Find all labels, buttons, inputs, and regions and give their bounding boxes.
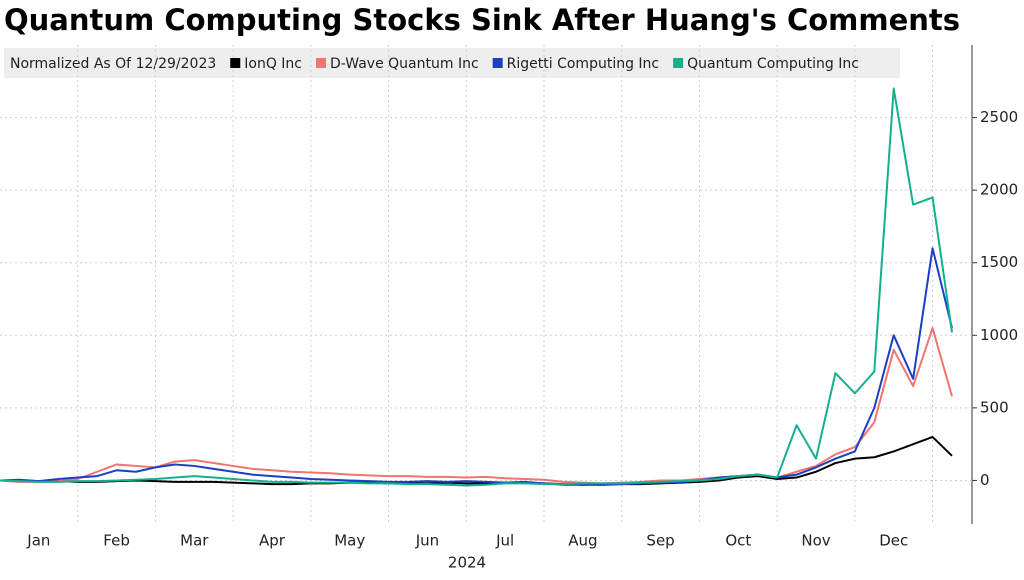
y-tick-label: 2500 bbox=[980, 108, 1018, 126]
chart-title: Quantum Computing Stocks Sink After Huan… bbox=[4, 3, 960, 37]
x-tick-label: Oct bbox=[725, 532, 751, 550]
x-axis-label: 2024 bbox=[448, 554, 486, 572]
x-tick-label: Sep bbox=[646, 532, 674, 550]
legend-label: Rigetti Computing Inc bbox=[507, 56, 659, 72]
series-line bbox=[0, 247, 953, 486]
x-tick-label: Jan bbox=[26, 532, 50, 550]
legend-swatch bbox=[673, 58, 684, 68]
legend-swatch bbox=[316, 58, 327, 68]
y-tick-label: 0 bbox=[980, 471, 990, 489]
legend-swatch bbox=[492, 58, 503, 68]
legend-label: D-Wave Quantum Inc bbox=[330, 56, 479, 72]
x-tick-label: Feb bbox=[103, 532, 130, 550]
series-line bbox=[0, 435, 953, 486]
legend-label: Quantum Computing Inc bbox=[687, 56, 859, 72]
series-line bbox=[0, 87, 953, 487]
x-tick-label: Aug bbox=[568, 532, 597, 550]
legend-label: IonQ Inc bbox=[244, 56, 302, 72]
legend-swatch bbox=[230, 58, 241, 68]
legend-title: Normalized As Of 12/29/2023 bbox=[10, 56, 216, 72]
x-tick-label: Jul bbox=[495, 532, 514, 550]
series-line bbox=[0, 327, 953, 485]
x-tick-label: Nov bbox=[801, 532, 830, 550]
legend-box bbox=[4, 48, 900, 78]
x-tick-label: Jun bbox=[415, 532, 439, 550]
x-tick-label: May bbox=[334, 532, 365, 550]
y-tick-label: 2000 bbox=[980, 181, 1018, 199]
y-tick-label: 500 bbox=[980, 398, 1009, 416]
y-tick-label: 1500 bbox=[980, 253, 1018, 271]
x-tick-label: Apr bbox=[259, 532, 286, 550]
x-tick-label: Dec bbox=[879, 532, 908, 550]
x-tick-label: Mar bbox=[180, 532, 209, 550]
y-tick-label: 1000 bbox=[980, 326, 1018, 344]
